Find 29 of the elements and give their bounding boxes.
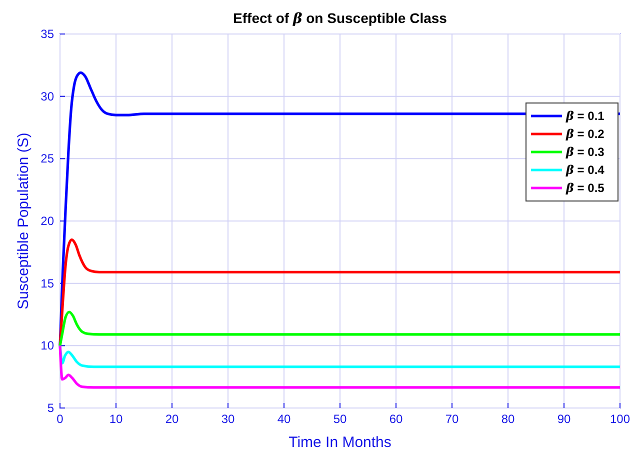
legend-label: β = 0.3: [565, 145, 605, 159]
x-tick-label: 70: [445, 412, 459, 426]
chart-title: Effect of β on Susceptible Class: [233, 10, 448, 27]
y-tick-label: 5: [47, 401, 54, 415]
y-tick-label: 25: [40, 152, 54, 166]
x-tick-label: 60: [389, 412, 403, 426]
y-tick-label: 10: [40, 338, 54, 353]
x-axis-title: Time In Months: [288, 434, 392, 451]
line-series: [58, 344, 622, 389]
y-tick-label: 35: [40, 27, 54, 41]
legend-label: β = 0.4: [565, 163, 605, 177]
line-series: [58, 310, 622, 347]
y-axis-title: Susceptible Population (S): [15, 132, 32, 310]
x-tick-label: 10: [109, 412, 123, 426]
legend-label: β = 0.2: [565, 127, 605, 141]
legend-label: β = 0.5: [565, 181, 605, 195]
x-tick-label: 80: [501, 412, 515, 426]
y-tick-label: 30: [40, 89, 54, 104]
x-tick-label: 20: [165, 412, 179, 426]
x-tick-label: 100: [610, 412, 630, 426]
legend-label: β = 0.1: [565, 109, 605, 123]
x-tick-label: 30: [221, 412, 235, 426]
line-series: [58, 238, 622, 347]
x-tick-label: 0: [56, 412, 64, 426]
x-tick-label: 90: [557, 412, 571, 426]
x-tick-label: 50: [333, 412, 347, 426]
y-tick-label: 15: [40, 276, 54, 290]
x-tick-label: 40: [277, 412, 291, 426]
y-tick-label: 20: [40, 214, 54, 228]
